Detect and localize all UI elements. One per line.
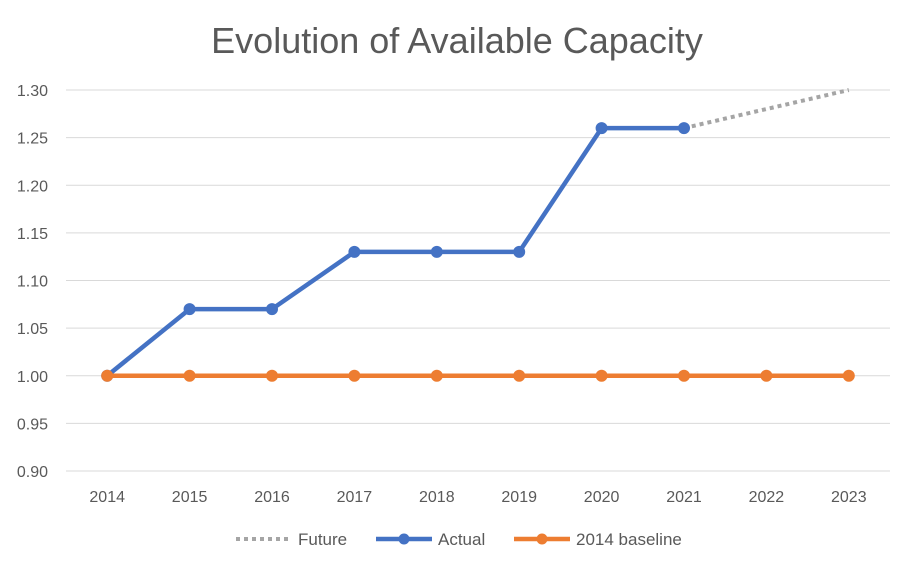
legend-marker — [398, 533, 410, 545]
legend: Future Actual 2014 baseline — [236, 530, 682, 549]
data-point — [266, 369, 278, 382]
gridlines — [66, 89, 890, 472]
data-point — [842, 369, 855, 382]
x-tick-label: 2019 — [501, 489, 537, 506]
data-point — [348, 369, 361, 382]
data-point — [183, 303, 196, 316]
series-line — [683, 88, 850, 131]
y-tick-label: 1.10 — [17, 274, 48, 291]
data-point — [760, 369, 773, 382]
data-point — [678, 369, 690, 382]
legend-item: Future — [236, 530, 347, 549]
x-tick-label: 2020 — [584, 489, 620, 506]
x-tick-label: 2016 — [254, 489, 290, 506]
series-actual — [101, 122, 690, 382]
legend-label: Actual — [438, 530, 485, 549]
x-tick-label: 2017 — [337, 489, 373, 506]
y-tick-label: 0.95 — [17, 416, 48, 433]
data-point — [266, 303, 278, 316]
legend-label: Future — [298, 530, 347, 549]
chart-title: Evolution of Available Capacity — [211, 20, 703, 61]
x-tick-label: 2015 — [172, 489, 208, 506]
legend-item: 2014 baseline — [514, 530, 682, 549]
legend-marker — [536, 533, 548, 545]
y-tick-label: 1.25 — [17, 131, 48, 148]
data-point — [183, 369, 196, 382]
y-tick-label: 1.05 — [17, 321, 48, 338]
y-axis-ticks: 0.90 0.95 1.00 1.05 1.10 1.15 1.20 1.25 1.30 — [17, 83, 48, 481]
y-tick-label: 1.15 — [17, 226, 48, 243]
series-2014-baseline — [101, 369, 855, 382]
x-axis-ticks: 2014 2015 2016 2017 2018 2019 2020 2021 2022 2023 — [89, 489, 866, 506]
data-point — [595, 369, 608, 382]
y-tick-label: 1.20 — [17, 178, 48, 195]
x-tick-label: 2023 — [831, 489, 867, 506]
x-tick-label: 2018 — [419, 489, 455, 506]
y-tick-label: 0.90 — [17, 464, 48, 481]
x-tick-label: 2014 — [89, 489, 125, 506]
data-point — [430, 245, 443, 258]
series-line — [104, 125, 687, 378]
x-tick-label: 2022 — [749, 489, 785, 506]
legend-item: Actual — [376, 530, 485, 549]
data-point — [513, 245, 526, 258]
legend-label: 2014 baseline — [576, 530, 682, 549]
data-point — [678, 122, 690, 135]
data-point — [101, 369, 114, 382]
y-tick-label: 1.00 — [17, 369, 48, 386]
data-point — [513, 369, 526, 382]
data-point — [595, 122, 608, 135]
series-future — [683, 88, 850, 131]
x-tick-label: 2021 — [666, 489, 702, 506]
y-tick-label: 1.30 — [17, 83, 48, 100]
data-point — [348, 245, 361, 258]
data-point — [430, 369, 443, 382]
series-group — [101, 88, 855, 382]
